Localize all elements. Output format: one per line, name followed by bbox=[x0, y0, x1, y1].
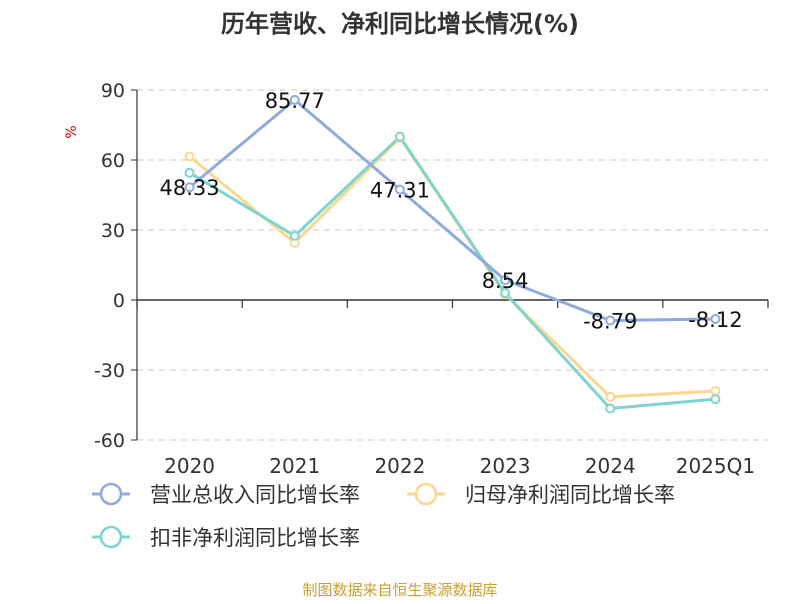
legend-marker bbox=[99, 525, 123, 549]
y-tick-label: 30 bbox=[101, 220, 125, 242]
data-point bbox=[605, 403, 616, 414]
x-tick-label: 2022 bbox=[374, 454, 425, 478]
y-tick-label: 90 bbox=[101, 80, 125, 102]
y-tick-label: 60 bbox=[101, 150, 125, 172]
y-tick-label: -60 bbox=[94, 430, 125, 452]
y-axis-unit: % bbox=[64, 125, 80, 138]
axes: 90 60 30 0 -30 -60 2020 2021 2022 2023 2024 2025Q1 bbox=[94, 80, 769, 478]
x-tick-label: 2020 bbox=[164, 454, 215, 478]
x-tick-label: 2021 bbox=[269, 454, 320, 478]
y-tick-label: 0 bbox=[113, 290, 125, 312]
legend-item: 归母净利润同比增长率 bbox=[407, 482, 675, 507]
y-tick-label: -30 bbox=[94, 360, 125, 382]
x-tick-label: 2024 bbox=[585, 454, 636, 478]
data-point bbox=[710, 394, 721, 405]
gridlines bbox=[137, 89, 768, 441]
series-line bbox=[188, 136, 716, 399]
x-tick-label: 2023 bbox=[480, 454, 531, 478]
data-label: 47.31 bbox=[370, 179, 430, 203]
chart-title: 历年营收、净利同比增长情况(%) bbox=[221, 10, 579, 38]
series-points bbox=[184, 94, 721, 414]
series-line bbox=[188, 98, 716, 323]
data-point bbox=[184, 151, 195, 162]
data-label: 48.33 bbox=[160, 176, 220, 200]
legend-marker bbox=[414, 482, 438, 506]
data-point bbox=[605, 315, 616, 326]
legend-label: 营业总收入同比增长率 bbox=[150, 483, 360, 507]
x-tick-label: 2025Q1 bbox=[676, 454, 755, 478]
data-point bbox=[184, 182, 195, 193]
data-point bbox=[184, 167, 195, 178]
data-point bbox=[394, 184, 405, 195]
data-point bbox=[500, 288, 511, 298]
data-point bbox=[289, 230, 300, 241]
legend-item: 扣非净利润同比增长率 bbox=[92, 525, 360, 550]
legend-marker bbox=[99, 482, 123, 506]
data-point bbox=[289, 94, 300, 105]
source-note: 制图数据来自恒生聚源数据库 bbox=[302, 581, 497, 599]
data-point bbox=[500, 275, 511, 286]
series-lines bbox=[188, 98, 716, 410]
data-label: -8.12 bbox=[688, 308, 742, 332]
data-point bbox=[710, 386, 721, 396]
data-labels: 48.33 85.77 47.31 8.54 -8.79 -8.12 bbox=[160, 89, 743, 334]
data-label: 85.77 bbox=[265, 89, 325, 113]
data-point bbox=[710, 313, 721, 324]
data-label: -8.79 bbox=[583, 310, 637, 334]
data-label: 8.54 bbox=[482, 269, 529, 293]
data-point bbox=[394, 131, 405, 142]
legend-item: 营业总收入同比增长率 bbox=[92, 482, 360, 507]
series-line bbox=[188, 135, 716, 410]
data-point bbox=[605, 391, 616, 402]
legend-label: 归母净利润同比增长率 bbox=[465, 483, 675, 507]
legend-label: 扣非净利润同比增长率 bbox=[150, 526, 360, 550]
